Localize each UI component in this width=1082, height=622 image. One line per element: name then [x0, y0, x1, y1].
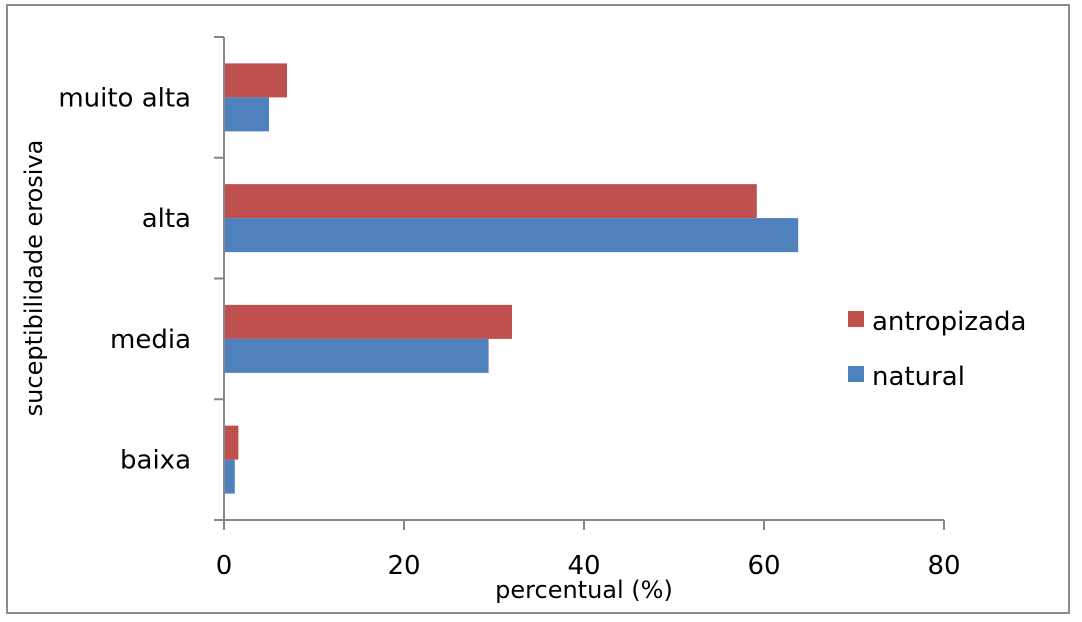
- legend-swatch-natural: [848, 366, 864, 382]
- x-tick-label: 20: [387, 551, 420, 581]
- legend-label-natural: natural: [872, 362, 965, 392]
- bar-natural-media: [225, 338, 489, 373]
- legend: antropizada natural: [848, 307, 1026, 392]
- legend-swatch-antropizada: [848, 311, 864, 327]
- y-tick-label: alta: [142, 204, 191, 234]
- y-tick-label: baixa: [120, 446, 191, 476]
- y-tick-label: media: [110, 325, 191, 355]
- bar-natural-baixa: [225, 459, 235, 494]
- bar-antropizada-baixa: [225, 425, 239, 460]
- bar-antropizada-muito-alta: [225, 63, 287, 98]
- axes: [214, 36, 945, 530]
- bar-antropizada-alta: [225, 184, 757, 219]
- bars: [225, 63, 799, 494]
- bar-natural-alta: [225, 218, 799, 253]
- x-tick-label: 0: [216, 551, 233, 581]
- x-axis-title: percentual (%): [495, 576, 673, 604]
- y-tick-label: muito alta: [58, 83, 191, 113]
- x-tick-label: 80: [927, 551, 960, 581]
- x-tick-label: 40: [567, 551, 600, 581]
- x-tick-label: 60: [747, 551, 780, 581]
- legend-label-antropizada: antropizada: [872, 307, 1026, 337]
- bar-antropizada-media: [225, 304, 512, 339]
- tick-labels: 0 20 40 60 80 baixa media alta muito alta: [58, 83, 960, 581]
- chart-frame: [6, 4, 1070, 614]
- bar-natural-muito-alta: [225, 97, 269, 132]
- y-axis-title: suceptibilidade erosiva: [20, 140, 48, 417]
